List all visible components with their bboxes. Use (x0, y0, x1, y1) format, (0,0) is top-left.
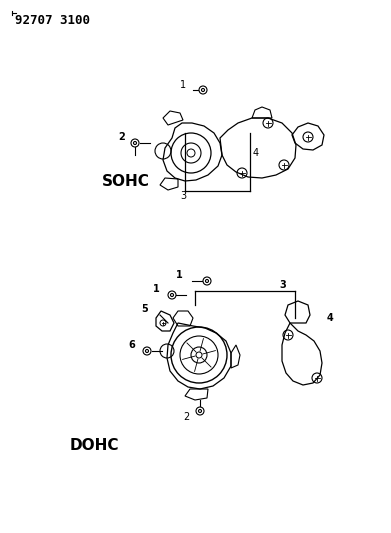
Text: 92707 3100: 92707 3100 (15, 14, 90, 28)
Text: 6: 6 (128, 340, 135, 350)
Text: 4: 4 (326, 313, 334, 323)
Text: 3: 3 (280, 280, 286, 290)
Text: 1: 1 (176, 270, 183, 280)
Text: DOHC: DOHC (70, 438, 120, 453)
Text: 1: 1 (153, 284, 160, 294)
Text: 2: 2 (118, 132, 126, 142)
Text: 1: 1 (180, 80, 186, 90)
Text: 2: 2 (183, 412, 189, 422)
Text: SOHC: SOHC (102, 174, 150, 189)
Text: 4: 4 (253, 148, 259, 158)
Text: 3: 3 (180, 191, 186, 201)
Text: 5: 5 (141, 304, 148, 314)
